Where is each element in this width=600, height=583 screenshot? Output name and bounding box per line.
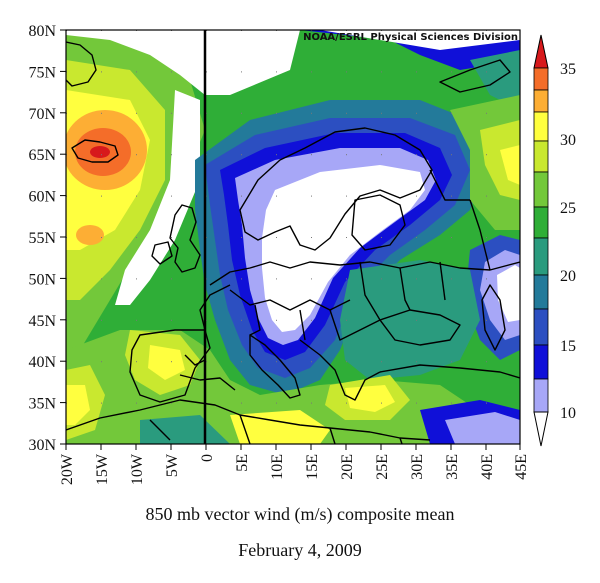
colorbar-top-arrow	[533, 34, 549, 69]
lat-label: 50N	[28, 271, 56, 288]
lat-label: 70N	[28, 106, 56, 123]
colorbar-label: 30	[560, 132, 576, 149]
lon-label: 10W	[129, 453, 146, 485]
lat-label: 80N	[28, 23, 56, 40]
lat-label: 75N	[28, 64, 56, 81]
lat-label: 60N	[28, 189, 56, 206]
map-credit: NOAA/ESRL Physical Sciences Division	[303, 32, 518, 43]
lon-label: 30E	[409, 454, 426, 480]
lon-label: 15E	[304, 454, 321, 480]
lon-label: 15W	[94, 453, 111, 485]
lat-label: 30N	[28, 437, 56, 454]
lat-label: 35N	[28, 396, 56, 413]
lon-label: 40E	[479, 454, 496, 480]
lon-label: 20E	[339, 454, 356, 480]
lon-label: 20W	[59, 453, 76, 485]
lat-label: 65N	[28, 147, 56, 164]
longitude-axis: 20W 15W 10W 5W 0 5E 10E 15E 20E 25E 30E …	[59, 444, 530, 485]
map-panel	[66, 30, 520, 444]
lon-label: 0	[199, 454, 216, 462]
figure-date: February 4, 2009	[238, 540, 362, 560]
lat-label: 40N	[28, 354, 56, 371]
lon-label: 25E	[374, 454, 391, 480]
figure-caption: 850 mb vector wind (m/s) composite mean	[145, 504, 455, 524]
lat-label: 55N	[28, 230, 56, 247]
lat-label: 45N	[28, 313, 56, 330]
colorbar-bottom-arrow	[533, 411, 549, 447]
lon-label: 5W	[164, 453, 181, 477]
lon-label: 5E	[234, 454, 251, 472]
lon-label: 45E	[513, 454, 530, 480]
colorbar-label: 35	[560, 61, 576, 78]
lon-label: 10E	[269, 454, 286, 480]
colorbar: 35 30 25 20 15 10	[533, 34, 576, 447]
colorbar-label: 20	[560, 268, 576, 285]
lon-label: 35E	[444, 454, 461, 480]
latitude-axis: 80N 75N 70N 65N 60N 55N 50N 45N 40N 35N …	[28, 23, 66, 454]
colorbar-label: 25	[560, 200, 576, 217]
colorbar-label: 15	[560, 338, 576, 355]
colorbar-label: 10	[560, 405, 576, 422]
